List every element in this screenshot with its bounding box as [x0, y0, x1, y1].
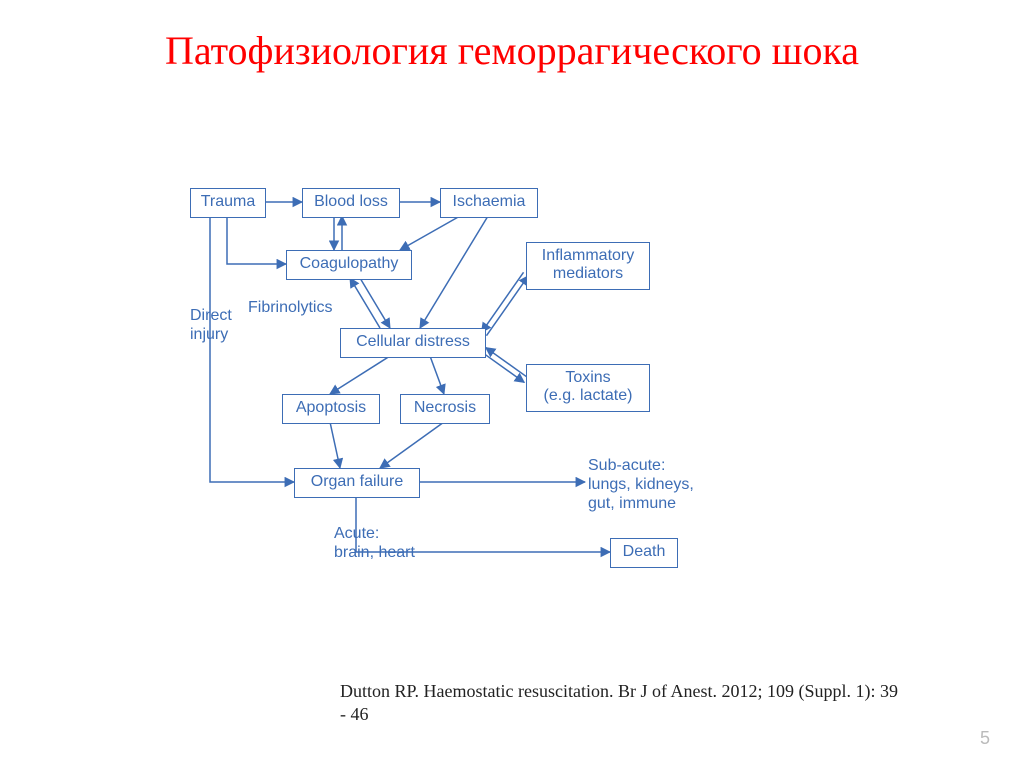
citation: Dutton RP. Haemostatic resuscitation. Br…: [340, 680, 900, 725]
label-acute: Acute:brain, heart: [334, 524, 415, 562]
node-death: Death: [610, 538, 678, 568]
label-subacute: Sub-acute:lungs, kidneys,gut, immune: [588, 456, 694, 514]
node-trauma: Trauma: [190, 188, 266, 218]
page-number: 5: [980, 728, 990, 749]
label-direct: Directinjury: [190, 306, 232, 344]
label-fibr: Fibrinolytics: [248, 298, 332, 317]
node-bloodloss: Blood loss: [302, 188, 400, 218]
node-ischaemia: Ischaemia: [440, 188, 538, 218]
node-apop: Apoptosis: [282, 394, 380, 424]
node-coag: Coagulopathy: [286, 250, 412, 280]
node-organ: Organ failure: [294, 468, 420, 498]
node-toxins: Toxins(e.g. lactate): [526, 364, 650, 412]
flowchart: Trauma Blood loss Ischaemia Coagulopathy Inf…: [190, 188, 810, 648]
node-cell: Cellular distress: [340, 328, 486, 358]
node-inflam: Inflammatorymediators: [526, 242, 650, 290]
slide-title: Патофизиология геморрагического шока: [0, 28, 1024, 74]
node-necr: Necrosis: [400, 394, 490, 424]
